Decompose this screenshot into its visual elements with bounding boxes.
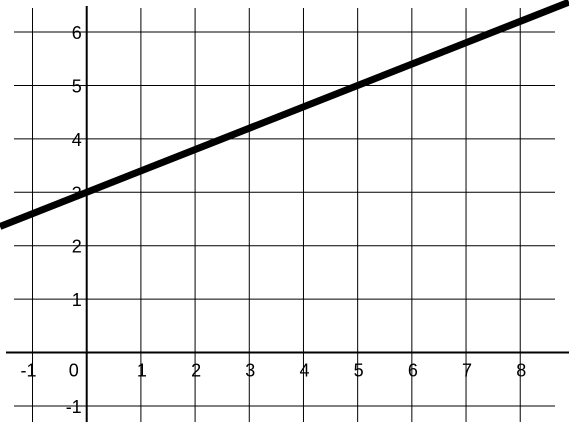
x-tick-label-5: 5	[354, 361, 364, 381]
x-tick-label-1: 1	[137, 361, 147, 381]
x-tick-label-7: 7	[462, 361, 472, 381]
y-tick-label-2: 2	[72, 237, 82, 257]
x-tick-label-6: 6	[408, 361, 418, 381]
y-tick-label-6: 6	[72, 23, 82, 43]
x-tick-label-neg1: -1	[21, 361, 37, 381]
y-tick-label-4: 4	[72, 130, 82, 150]
x-tick-label-8: 8	[516, 361, 526, 381]
x-tick-label-2: 2	[191, 361, 201, 381]
y-tick-label-3: 3	[72, 183, 82, 203]
line-layer	[0, 0, 569, 230]
x-tick-label-0: 0	[69, 361, 79, 381]
x-tick-label-3: 3	[245, 361, 255, 381]
y-tick-label-5: 5	[72, 76, 82, 96]
y-tick-label-neg1: -1	[66, 397, 82, 417]
axis-layer	[6, 6, 569, 422]
x-tick-label-4: 4	[299, 361, 309, 381]
grid-layer	[14, 8, 555, 422]
series-line	[0, 0, 569, 230]
y-tick-label-1: 1	[72, 290, 82, 310]
